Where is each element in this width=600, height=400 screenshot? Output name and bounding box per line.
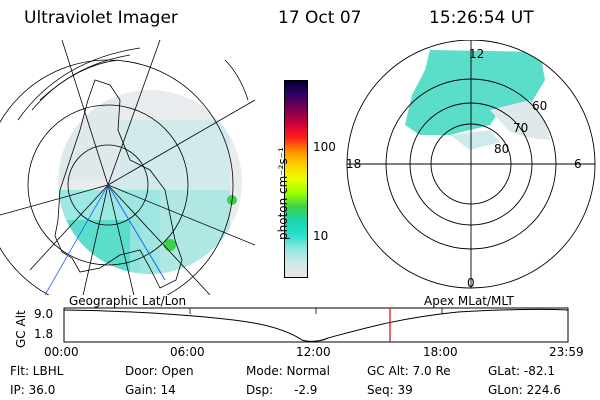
door-value: Door: Open <box>125 364 194 378</box>
instrument-title: Ultraviolet Imager <box>24 8 178 28</box>
altitude-curve <box>63 308 569 342</box>
dsp-label: Dsp: <box>246 383 274 397</box>
x-tick-1200: 12:00 <box>296 345 331 359</box>
date-label: 17 Oct 07 <box>278 8 362 28</box>
right-map-caption: Apex MLat/MLT <box>424 294 514 308</box>
colorbar-tick-100: 100 <box>313 140 336 154</box>
mode-value: Mode: Normal <box>246 364 330 378</box>
x-tick-1800: 18:00 <box>423 345 458 359</box>
colorbar-tick-10: 10 <box>313 229 329 243</box>
mlt-12-label: 12 <box>469 47 484 61</box>
glon-value: GLon: 224.6 <box>488 383 561 397</box>
alt-axis-label: GC Alt <box>14 310 28 348</box>
lat-80-label: 80 <box>494 142 509 156</box>
seq-value: Seq: 39 <box>367 383 413 397</box>
alt-y-top: 9.0 <box>34 307 54 321</box>
x-tick-2359: 23:59 <box>549 345 584 359</box>
coastline <box>54 79 183 289</box>
time-label: 15:26:54 UT <box>429 8 534 28</box>
dsp-value: -2.9 <box>294 383 318 397</box>
colorbar <box>284 80 308 278</box>
lat-60-label: 60 <box>532 99 547 113</box>
left-map-caption: Geographic Lat/Lon <box>69 294 187 308</box>
aurora-image-right <box>405 50 550 150</box>
glat-value: GLat: -82.1 <box>488 364 555 378</box>
mlt-6-label: 6 <box>574 157 582 171</box>
mlt-0-label: 0 <box>467 276 475 290</box>
gain-value: Gain: 14 <box>125 383 176 397</box>
flt-value: Flt: LBHL <box>10 364 64 378</box>
lat-70-label: 70 <box>513 121 528 135</box>
colorbar-unit-label: photon cm⁻²s⁻¹ <box>276 147 290 240</box>
alt-y-bottom: 1.8 <box>34 327 54 341</box>
x-tick-0600: 06:00 <box>170 345 205 359</box>
magnetic-map: 12 18 6 0 60 70 80 <box>346 40 596 290</box>
ip-value: IP: 36.0 <box>10 383 56 397</box>
mlt-18-label: 18 <box>346 157 361 171</box>
geographic-map <box>0 40 256 295</box>
x-tick-0000: 00:00 <box>44 345 79 359</box>
altitude-plot <box>63 307 569 343</box>
gc-alt-value: GC Alt: 7.0 Re <box>367 364 451 378</box>
